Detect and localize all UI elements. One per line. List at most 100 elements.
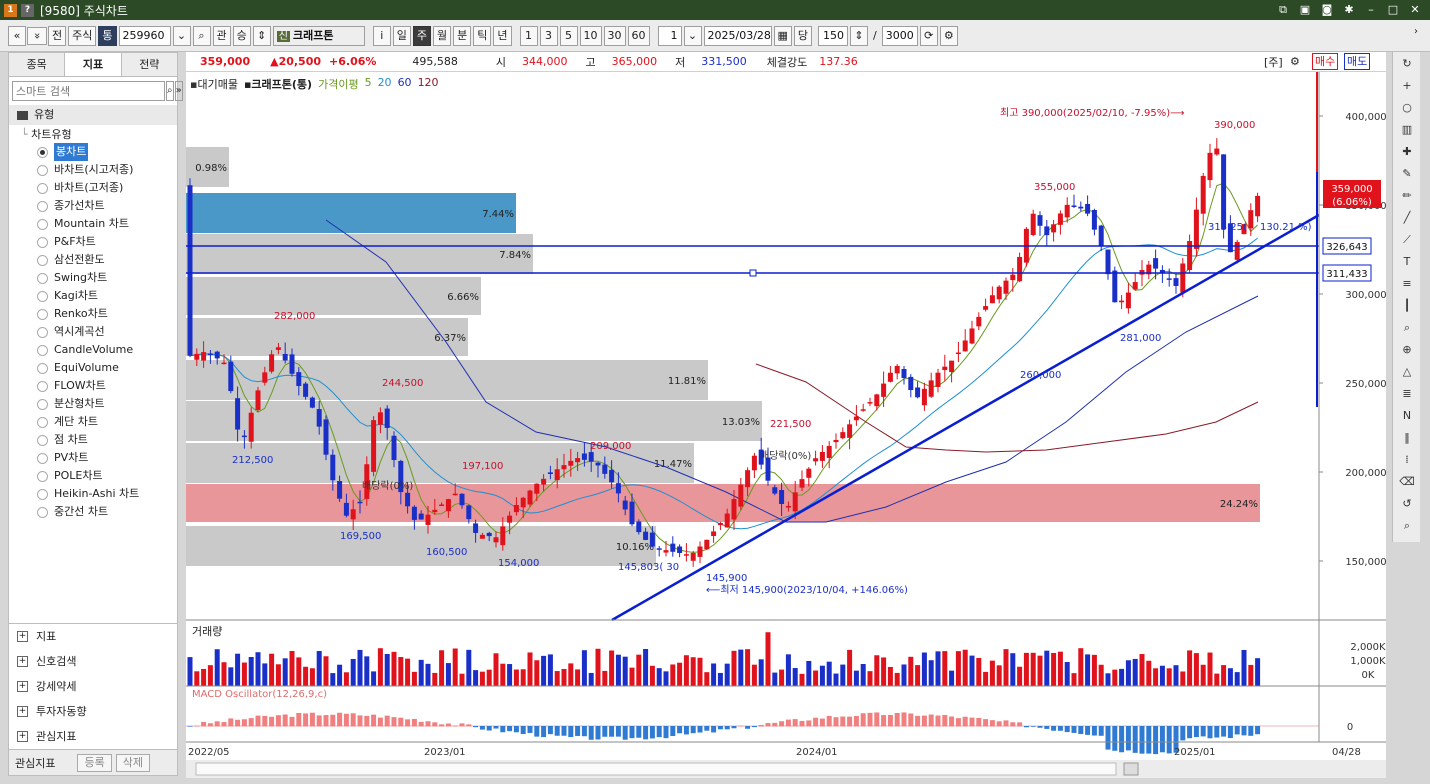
sell-button[interactable]: 매도 bbox=[1344, 53, 1371, 70]
radio-icon[interactable] bbox=[37, 182, 48, 194]
chart-type-item[interactable]: Heikin-Ashi 차트 bbox=[9, 485, 177, 503]
chart-type-item[interactable]: FLOW차트 bbox=[9, 377, 177, 395]
legend-ma60[interactable]: 60 bbox=[397, 76, 412, 89]
all-icon[interactable]: ≡ bbox=[1402, 277, 1412, 290]
maximize-icon[interactable]: □ bbox=[1387, 3, 1399, 16]
radio-icon[interactable] bbox=[37, 308, 48, 320]
smart-search-input[interactable] bbox=[12, 81, 165, 101]
triangle-icon[interactable]: △ bbox=[1402, 365, 1412, 378]
pen-icon[interactable]: ✎ bbox=[1402, 167, 1412, 180]
tab-stock[interactable]: 종목 bbox=[9, 53, 66, 76]
chart-type-item[interactable]: 봉차트 bbox=[9, 143, 177, 161]
radio-icon[interactable] bbox=[37, 254, 48, 266]
buy-button[interactable]: 매수 bbox=[1312, 53, 1339, 70]
radio-icon[interactable] bbox=[37, 326, 48, 338]
radio-icon[interactable] bbox=[37, 218, 48, 230]
apply-icon[interactable]: ⟳ bbox=[919, 25, 938, 46]
radio-icon[interactable] bbox=[37, 488, 48, 500]
interval-30[interactable]: 30 bbox=[603, 25, 626, 46]
search-icon[interactable]: ⌕ bbox=[166, 81, 174, 101]
stock-code-input[interactable]: 259960 bbox=[118, 25, 171, 46]
prev-button[interactable]: « bbox=[8, 25, 26, 46]
interval-10[interactable]: 10 bbox=[579, 25, 602, 46]
chart-type-item[interactable]: P&F차트 bbox=[9, 233, 177, 251]
period-tick[interactable]: 틱 bbox=[473, 25, 492, 46]
n-pattern-icon[interactable]: N bbox=[1402, 409, 1412, 422]
group-signal[interactable]: + 신호검색 bbox=[9, 649, 177, 674]
line-tool-icon[interactable]: ╱ bbox=[1403, 211, 1411, 224]
radio-icon[interactable] bbox=[37, 290, 48, 302]
chart-type-item[interactable]: 점 차트 bbox=[9, 431, 177, 449]
section-type[interactable]: 유형 bbox=[9, 105, 177, 125]
delete-button[interactable]: 삭제 bbox=[115, 753, 150, 772]
radio-icon[interactable] bbox=[37, 146, 48, 158]
radio-icon[interactable] bbox=[37, 380, 48, 392]
group-strength[interactable]: + 강세약세 bbox=[9, 674, 177, 699]
chart-type-item[interactable]: 바차트(고저종) bbox=[9, 179, 177, 197]
count-select[interactable]: 1 bbox=[657, 25, 682, 46]
scrollbar-thumb[interactable] bbox=[1123, 762, 1139, 776]
chart-type-item[interactable]: Mountain 차트 bbox=[9, 215, 177, 233]
radio-icon[interactable] bbox=[37, 236, 48, 248]
radio-icon[interactable] bbox=[37, 164, 48, 176]
interval-5[interactable]: 5 bbox=[559, 25, 578, 46]
cross-line-icon[interactable]: ✚ bbox=[1402, 145, 1412, 158]
camera-icon[interactable]: ◙ bbox=[1321, 3, 1333, 16]
radio-icon[interactable] bbox=[37, 416, 48, 428]
group-favorite[interactable]: + 관심지표 bbox=[9, 724, 177, 749]
date-input[interactable]: 2025/03/28 bbox=[703, 25, 772, 46]
chart-type-item[interactable]: POLE차트 bbox=[9, 467, 177, 485]
dang-button[interactable]: 당 bbox=[793, 25, 813, 46]
interval-3[interactable]: 3 bbox=[539, 25, 558, 46]
total-input[interactable]: 3000 bbox=[881, 25, 918, 46]
copy-icon[interactable]: ▣ bbox=[1299, 3, 1311, 16]
chart-type-item[interactable]: Kagi차트 bbox=[9, 287, 177, 305]
gear-icon[interactable]: ⚙ bbox=[939, 25, 958, 46]
zoom-plus-icon[interactable]: ⊕ bbox=[1402, 343, 1412, 356]
tab-strategy[interactable]: 전략 bbox=[121, 53, 177, 76]
fibonacci-icon[interactable]: ≣ bbox=[1402, 387, 1412, 400]
zoom-icon[interactable]: ⌕ bbox=[1403, 321, 1411, 334]
chart-type-item[interactable]: Swing차트 bbox=[9, 269, 177, 287]
chart-area[interactable]: 0.98% 7.44% 7.84% 6.66% 6.37% 11.81% 13.03% 11.… bbox=[186, 72, 1387, 778]
chart-type-item[interactable]: 계단 차트 bbox=[9, 413, 177, 431]
undo-icon[interactable]: ↺ bbox=[1402, 497, 1412, 510]
vertical-lines-icon[interactable]: ‖ bbox=[1404, 431, 1410, 444]
pencil-icon[interactable]: ✏ bbox=[1402, 189, 1412, 202]
radio-icon[interactable] bbox=[37, 434, 48, 446]
circle-icon[interactable]: ○ bbox=[1402, 101, 1412, 114]
tab-indicator[interactable]: 지표 bbox=[65, 53, 122, 76]
chart-type-node[interactable]: └ 차트유형 bbox=[9, 127, 177, 143]
search-icon[interactable]: ⌕ bbox=[192, 25, 211, 46]
chart-type-item[interactable]: 중간선 차트 bbox=[9, 503, 177, 521]
radio-icon[interactable] bbox=[37, 272, 48, 284]
chart-type-item[interactable]: 종가선차트 bbox=[9, 197, 177, 215]
bar-chart-icon[interactable]: ▥ bbox=[1401, 123, 1413, 136]
auto-icon[interactable]: ⟋ bbox=[1403, 233, 1411, 246]
group-indicator[interactable]: + 지표 bbox=[9, 624, 177, 649]
chart-type-item[interactable]: 바차트(시고저종) bbox=[9, 161, 177, 179]
chevron-down-icon[interactable]: » bbox=[27, 26, 47, 45]
chart-type-item[interactable]: 역시계곡선 bbox=[9, 323, 177, 341]
register-button[interactable]: 등록 bbox=[77, 753, 112, 772]
radio-icon[interactable] bbox=[37, 398, 48, 410]
radio-icon[interactable] bbox=[37, 470, 48, 482]
close-icon[interactable]: ✕ bbox=[1410, 3, 1420, 16]
jusik-button[interactable]: 주식 bbox=[68, 25, 97, 46]
vertical-lines2-icon[interactable]: ⁞ bbox=[1405, 453, 1409, 466]
gwan-button[interactable]: 관 bbox=[212, 25, 231, 46]
eraser-icon[interactable]: ⌫ bbox=[1399, 475, 1415, 488]
spin-icon[interactable]: ⇕ bbox=[252, 25, 271, 46]
legend-name[interactable]: ▪크래프톤(통) bbox=[243, 78, 313, 91]
chart-type-item[interactable]: EquiVolume bbox=[9, 359, 177, 377]
refresh-icon[interactable]: ↻ bbox=[1402, 57, 1412, 70]
period-day[interactable]: 일 bbox=[392, 25, 411, 46]
interval-1[interactable]: 1 bbox=[519, 25, 538, 46]
price-chart-svg[interactable]: 0.98% 7.44% 7.84% 6.66% 6.37% 11.81% 13.03% 11.… bbox=[186, 72, 1387, 778]
group-investor[interactable]: + 투자자동향 bbox=[9, 699, 177, 724]
info-button[interactable]: i bbox=[372, 25, 391, 46]
bar-count-spin-icon[interactable]: ⇕ bbox=[850, 25, 869, 46]
chart-type-item[interactable]: CandleVolume bbox=[9, 341, 177, 359]
chart-type-item[interactable]: 분산형차트 bbox=[9, 395, 177, 413]
magnifier-icon[interactable]: ⌕ bbox=[1403, 519, 1411, 532]
